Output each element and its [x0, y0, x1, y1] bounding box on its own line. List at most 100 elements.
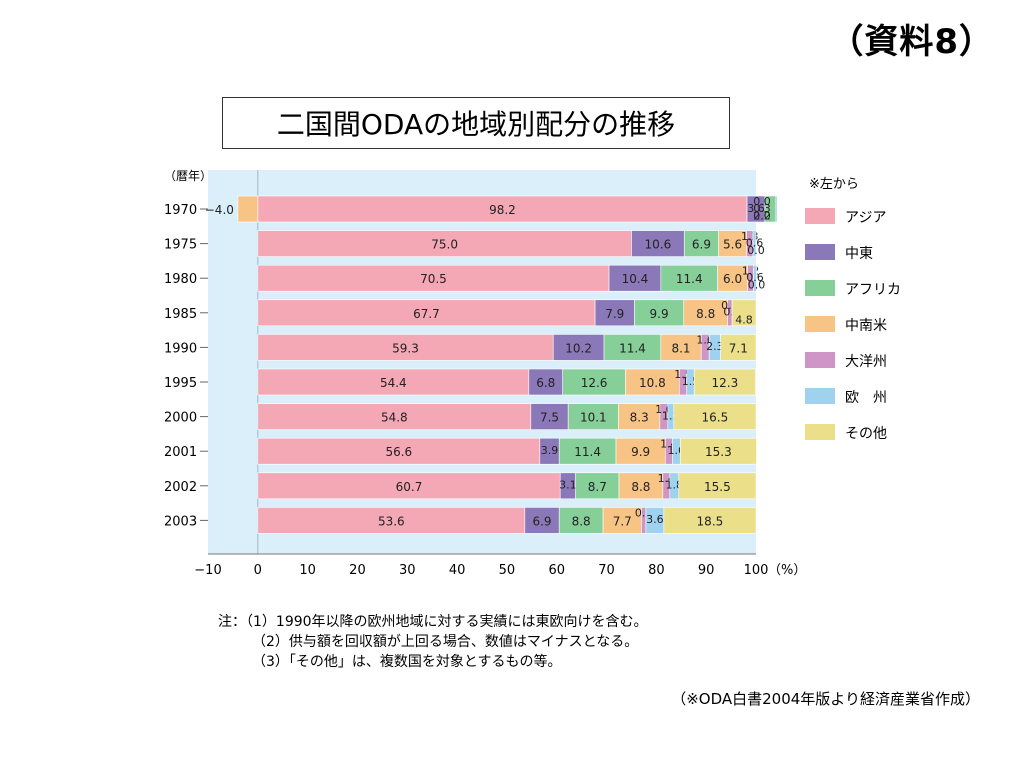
bar-segment [524, 507, 560, 534]
bar-segment [567, 403, 619, 430]
x-axis-unit: （%） [768, 563, 806, 578]
data-label: 8.8 [696, 307, 715, 321]
bar-segment [618, 472, 664, 500]
x-tick-label: 70 [598, 563, 615, 578]
data-label: 7.9 [605, 307, 624, 321]
bar-segment [660, 264, 718, 292]
data-label: 3.9 [541, 444, 559, 457]
bar-segment [663, 507, 757, 534]
data-label: 0.0 [748, 279, 766, 292]
data-label: 56.6 [385, 445, 412, 459]
legend-swatch [805, 316, 835, 332]
x-tick-label: −10 [194, 563, 221, 578]
data-label: 67.7 [413, 307, 440, 321]
data-label: 8.8 [572, 514, 591, 528]
bar-segment [634, 299, 685, 327]
bar-segment [718, 230, 747, 257]
data-label: 12.6 [581, 376, 608, 390]
data-label: 6.0 [723, 272, 742, 286]
x-tick-label: 100 [744, 563, 769, 578]
bar-segment [693, 368, 756, 396]
bar-segment [602, 507, 642, 534]
note-1: 注：（1）1990年以降の欧州地域に対する実績には東欧向けを含む。 [218, 614, 648, 630]
data-label: 3.6 [747, 202, 765, 215]
bar-segment [257, 334, 554, 361]
source-note: （※ODA白書2004年版より経済産業省作成） [671, 690, 980, 708]
data-label: 8.7 [588, 480, 607, 494]
data-label: 10.6 [644, 238, 671, 252]
x-tick-label: 40 [449, 563, 466, 578]
data-label: 6.8 [536, 376, 555, 390]
bar-segment [752, 230, 757, 257]
bar-segment [608, 264, 662, 292]
x-tick-label: 50 [499, 563, 516, 578]
x-tick-label: 20 [349, 563, 366, 578]
bar-segment [683, 299, 728, 327]
bar-segment [257, 472, 561, 500]
bar-segment [775, 195, 778, 223]
bar-segment [673, 403, 757, 430]
data-label: 11.4 [574, 445, 601, 459]
data-label: 12.3 [712, 376, 739, 390]
data-label: 10.1 [580, 411, 607, 425]
data-label: 10.4 [622, 272, 649, 286]
bar-segment [257, 195, 748, 223]
bar-segment [528, 368, 564, 396]
data-label: 9.9 [631, 445, 650, 459]
data-label: 10.8 [639, 376, 666, 390]
data-label: 16.5 [702, 411, 729, 425]
data-label: 15.3 [705, 445, 732, 459]
data-label: 18.5 [697, 514, 724, 528]
category-label: 1970 [164, 203, 197, 218]
data-label: 2.3 [706, 340, 724, 353]
data-label: −4.0 [205, 203, 234, 217]
chart-title: 二国間ODAの地域別配分の推移 [222, 97, 730, 149]
x-tick-label: 0 [254, 563, 262, 578]
bar-segment [753, 264, 757, 292]
data-label: 0.0 [753, 210, 771, 223]
bar-segment [237, 195, 259, 223]
legend-swatch [805, 388, 835, 404]
bar-segment [530, 403, 569, 430]
stacked-bar-chart: （暦年） −10 0 10 20 30 40 50 60 70 80 90 100 （%） 1970 98.2… [164, 169, 901, 578]
data-label: 70.5 [420, 272, 447, 286]
data-label: 15.5 [704, 480, 731, 494]
bar-segment [558, 507, 604, 534]
note-3: （3）「その他」は、複数国を対象とするもの等。 [252, 654, 562, 670]
x-tick-label: 80 [648, 563, 665, 578]
bar-segment [558, 437, 617, 465]
bar-segment [257, 437, 541, 465]
data-label: 7.1 [729, 341, 748, 355]
legend-swatch [805, 280, 835, 296]
data-label: 0.0 [753, 195, 771, 208]
data-label: 2.2 [753, 210, 771, 223]
bar-segment [625, 368, 680, 396]
category-label: 1980 [164, 272, 197, 287]
bar-segment [679, 437, 757, 465]
data-label: 53.6 [378, 514, 405, 528]
legend-label: 大洋州 [845, 354, 887, 370]
data-label: 7.5 [540, 411, 559, 425]
bar-segment [257, 230, 632, 257]
category-label: 1975 [164, 238, 197, 253]
legend-label: 欧 州 [845, 390, 887, 406]
data-label: 9.9 [650, 307, 669, 321]
legend-swatch [805, 208, 835, 224]
document-label: （資料8） [829, 22, 994, 62]
notes: 注：（1）1990年以降の欧州地域に対する実績には東欧向けを含む。 （2）供与額… [218, 612, 648, 672]
legend-swatch [805, 244, 835, 260]
x-tick-label: 60 [548, 563, 565, 578]
data-label: 11.4 [619, 341, 646, 355]
data-label: 60.7 [396, 480, 423, 494]
data-label: 0.6 [746, 236, 764, 249]
legend-label: 中南米 [845, 318, 887, 334]
bar-segment [257, 299, 596, 327]
data-label: 54.8 [381, 411, 408, 425]
data-label: 3.6 [646, 513, 664, 526]
data-label: 4.8 [735, 313, 753, 326]
data-label: 54.4 [380, 376, 407, 390]
data-label: 10.2 [565, 341, 592, 355]
data-label: 3.1 [559, 479, 577, 492]
data-label: 8.8 [631, 480, 650, 494]
data-label: 98.2 [489, 203, 516, 217]
